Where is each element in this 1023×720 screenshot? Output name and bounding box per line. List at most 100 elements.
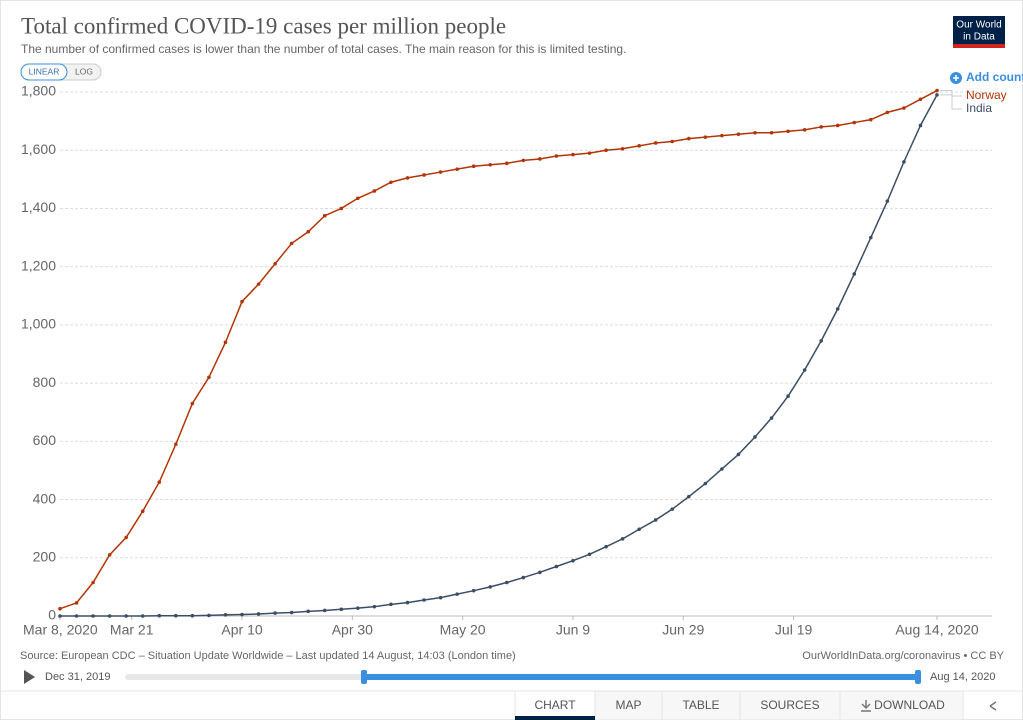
point	[107, 614, 112, 618]
point	[819, 125, 823, 129]
point	[753, 435, 757, 439]
share-icon[interactable]	[989, 701, 997, 711]
point	[289, 610, 294, 615]
point	[852, 272, 857, 276]
point	[289, 241, 294, 246]
logo-text: Our World	[956, 20, 1001, 31]
logo-text: in Data	[963, 32, 995, 43]
point	[885, 110, 890, 115]
point	[935, 93, 939, 97]
y-tick-label: 1,400	[21, 199, 56, 215]
point	[190, 613, 195, 618]
point	[686, 136, 691, 141]
point	[538, 157, 542, 161]
y-tick-label: 200	[33, 548, 57, 564]
point	[504, 161, 509, 166]
point	[935, 88, 939, 93]
point	[273, 611, 277, 615]
x-tick-label: Jun 9	[556, 622, 590, 638]
point	[653, 141, 658, 145]
tab[interactable]	[739, 690, 841, 720]
point	[422, 598, 426, 602]
logo[interactable]	[953, 16, 1005, 48]
point	[256, 282, 261, 286]
point	[521, 158, 526, 163]
point	[703, 481, 708, 486]
x-tick-label: Mar 8, 2020	[23, 622, 98, 638]
point	[604, 544, 608, 549]
timeline-handle[interactable]	[361, 670, 367, 684]
x-tick-label: Apr 10	[221, 622, 262, 638]
tab-label: DOWNLOAD	[874, 698, 945, 712]
legend-label: India	[966, 101, 992, 115]
tab[interactable]	[514, 690, 596, 720]
point	[571, 558, 575, 563]
point	[819, 339, 823, 343]
line	[60, 94, 938, 617]
legend-label: Norway	[966, 88, 1007, 102]
point	[372, 189, 377, 193]
point	[753, 130, 757, 135]
point	[736, 452, 741, 457]
point	[58, 606, 62, 611]
point	[389, 180, 393, 185]
point	[306, 229, 311, 234]
tab[interactable]	[594, 690, 663, 720]
point	[405, 176, 410, 180]
point	[174, 613, 178, 618]
point	[703, 135, 708, 139]
point	[157, 613, 162, 618]
point	[835, 123, 840, 128]
log-label[interactable]: LOG	[75, 66, 93, 76]
point	[786, 129, 790, 134]
tab[interactable]	[661, 690, 741, 720]
tab-label: CHART	[534, 698, 576, 712]
tab[interactable]	[839, 690, 964, 720]
x-tick-label: Jun 29	[662, 622, 704, 638]
point	[686, 494, 691, 499]
tab-label: SOURCES	[760, 698, 819, 712]
point	[902, 160, 906, 164]
linear-button[interactable]	[20, 63, 68, 81]
point	[140, 509, 145, 513]
tabs: CHART MAP TABLE SOURCES DOWNLOAD	[514, 690, 997, 720]
y-tick-label: 1,000	[21, 316, 56, 332]
x-tick-label: Jul 19	[775, 622, 813, 638]
point	[389, 602, 393, 607]
point	[670, 139, 675, 144]
add-country[interactable]: Add country	[966, 70, 1023, 84]
chart-title: Total confirmed COVID-19 cases per milli…	[21, 13, 506, 38]
point	[637, 144, 641, 148]
point	[91, 614, 95, 618]
license[interactable]: OurWorldInData.org/coronavirus • CC BY	[802, 650, 1004, 662]
point	[521, 575, 526, 580]
point	[207, 613, 211, 618]
point	[802, 368, 807, 372]
point	[356, 196, 360, 201]
point	[670, 507, 675, 511]
point	[74, 601, 79, 605]
point	[422, 173, 426, 177]
y-tick-label: 1,200	[21, 257, 56, 273]
point	[405, 600, 410, 605]
point	[720, 133, 724, 138]
timeline-end: Aug 14, 2020	[930, 671, 995, 683]
point	[455, 167, 459, 171]
point	[455, 592, 459, 596]
point	[885, 199, 890, 203]
point	[322, 213, 327, 218]
point	[769, 130, 774, 135]
point	[107, 553, 112, 557]
point	[471, 588, 476, 593]
point	[653, 518, 658, 522]
play-button[interactable]	[24, 670, 35, 684]
point	[620, 537, 625, 541]
timeline-handle[interactable]	[915, 670, 921, 684]
plot: 0 200 400 600 800 1,000 1,200 1,400 1,600 1,800 Ma…	[21, 83, 1007, 638]
point	[339, 206, 344, 211]
point	[786, 394, 790, 399]
point	[918, 123, 923, 128]
download-icon	[861, 700, 871, 712]
point	[438, 170, 443, 174]
